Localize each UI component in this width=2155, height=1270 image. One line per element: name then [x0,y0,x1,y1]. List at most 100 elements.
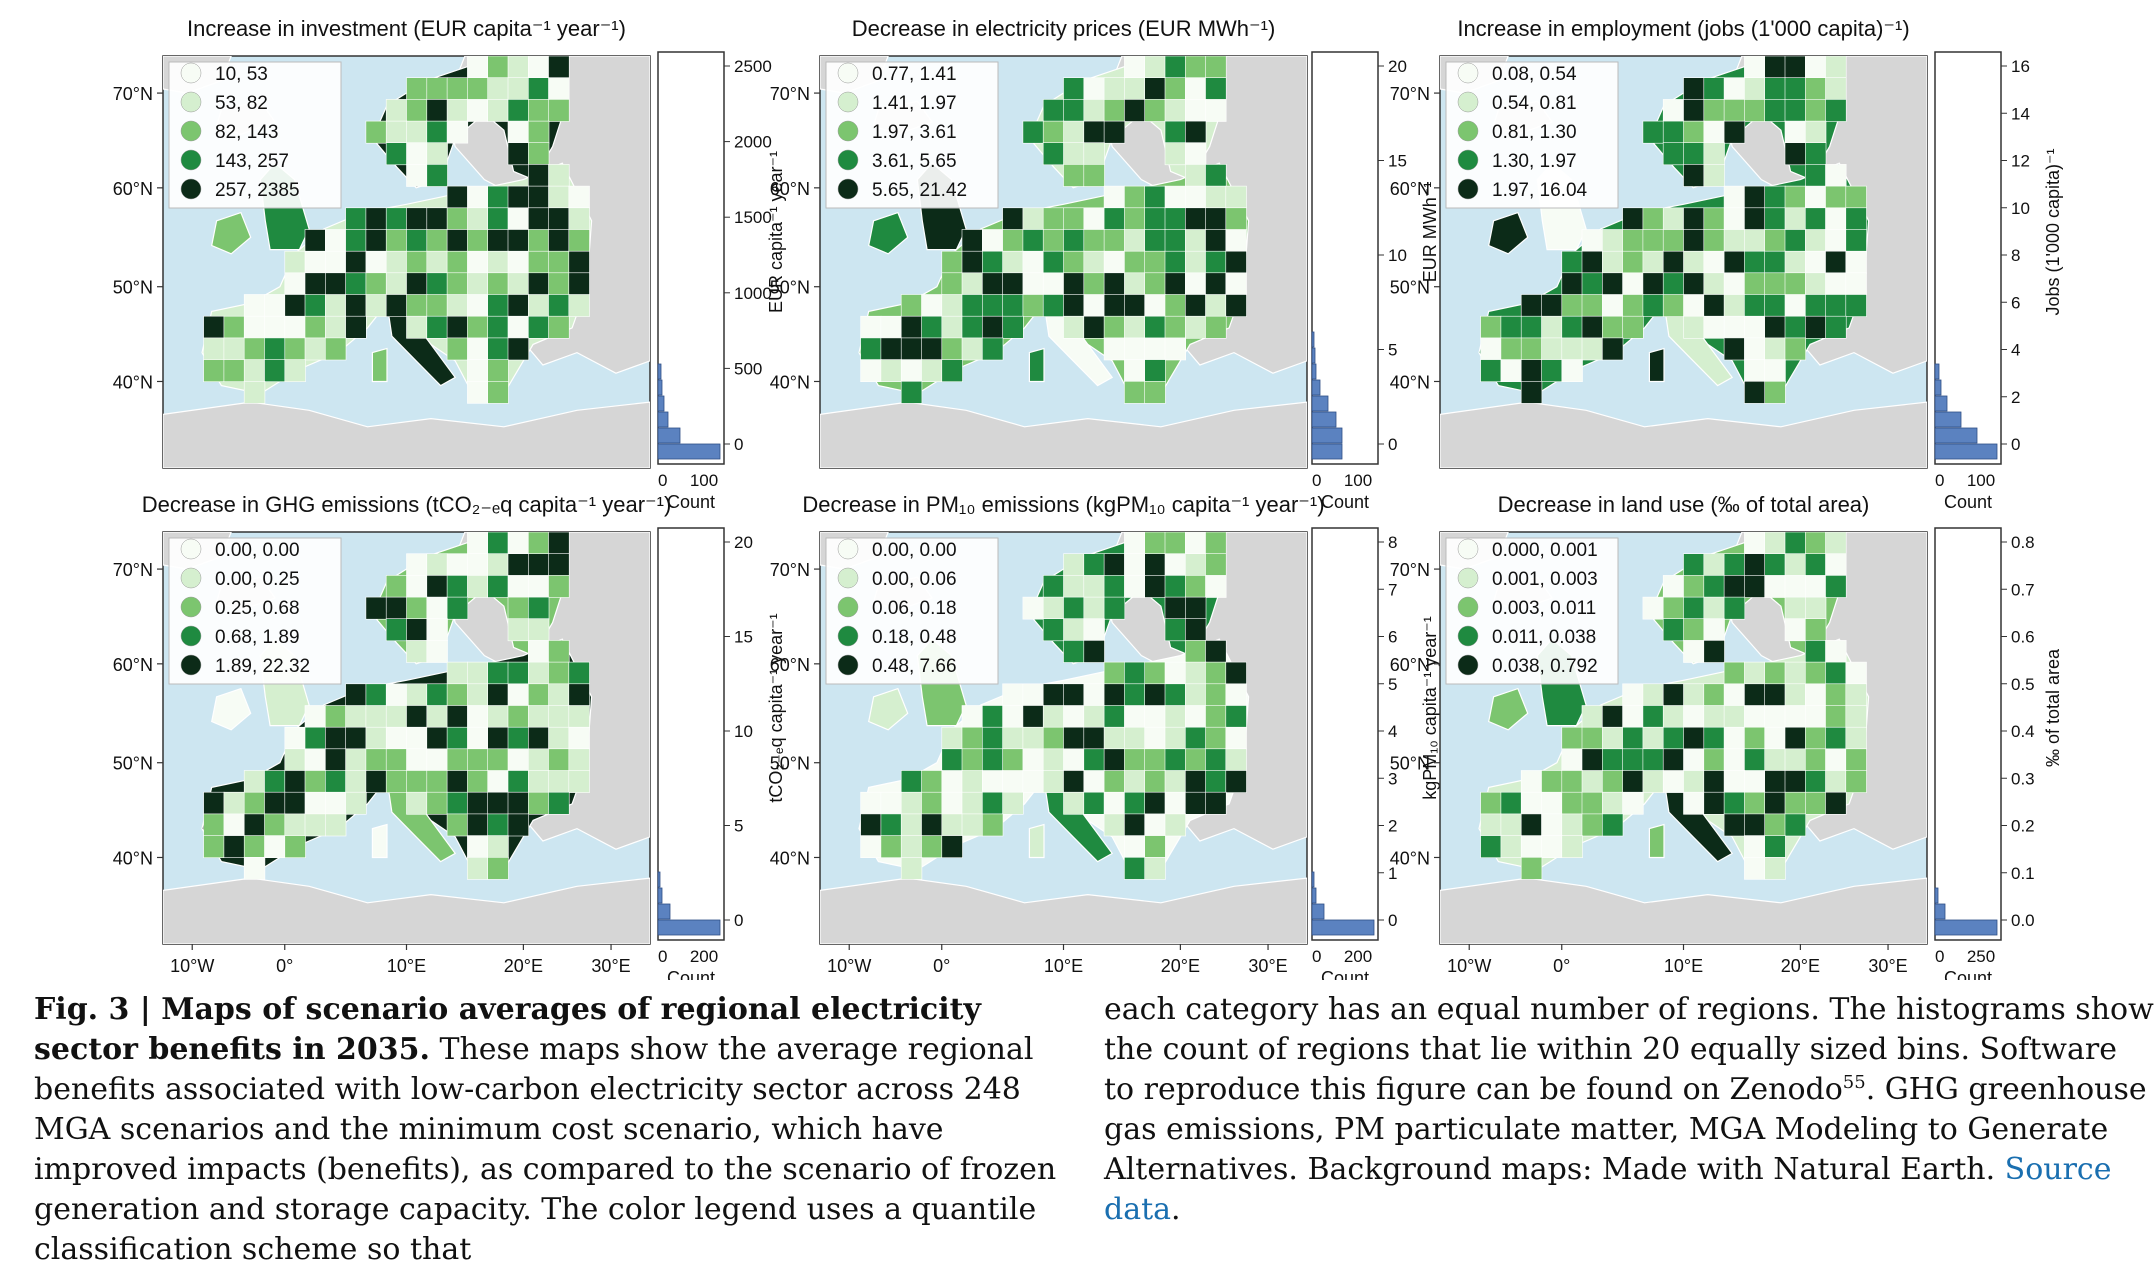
region-patch [243,856,266,880]
region-sardinia [371,347,388,383]
region-patch [941,315,963,339]
region-patch [1683,596,1705,620]
region-patch [860,835,882,858]
region-patch [406,164,428,187]
region-patch [1723,337,1746,361]
hist-tick-label: 10 [1388,246,1407,265]
region-patch [446,575,469,598]
region-patch [1825,315,1847,339]
region-patch [1744,791,1766,815]
region-patch [304,791,327,815]
region-patch [900,770,923,793]
region-patch [548,640,570,663]
region-patch [406,77,428,101]
region-patch [1144,185,1166,209]
region-patch [406,272,428,296]
region-patch [1723,661,1746,685]
region-patch [1581,748,1604,772]
region-patch [1764,683,1786,707]
region-patch [981,770,1004,793]
hist-tick-label: 5 [734,817,743,836]
lat-tick-label: 70°N [770,560,810,580]
legend-label: 5.65, 21.42 [872,180,967,201]
region-patch [426,553,448,577]
region-patch [1144,856,1166,880]
region-patch [304,315,327,339]
region-patch [548,164,570,187]
region-patch [1662,596,1685,620]
caption-text-left: These maps show the average regional ben… [34,1032,1057,1267]
region-patch [1083,770,1105,793]
region-patch [1022,250,1044,274]
legend-label: 0.011, 0.038 [1492,627,1596,648]
region-patch [941,250,963,274]
region-patch [304,337,327,361]
region-patch [1480,835,1502,858]
region-patch [1764,661,1786,685]
region-patch [1662,142,1685,166]
region-patch [1825,164,1847,187]
region-patch [507,315,530,339]
region-patch [1225,185,1247,209]
count-tick-label: 100 [690,471,718,490]
region-patch [507,207,530,231]
region-patch [1662,575,1685,598]
region-patch [961,294,984,317]
region-patch [1541,294,1563,317]
region-ireland [211,211,252,255]
region-patch [426,791,448,815]
region-patch [527,120,550,144]
region-patch [1703,99,1725,122]
region-patch [1602,250,1624,274]
legend-swatch [180,120,202,142]
histogram-frame [1934,527,2002,941]
region-patch [1764,294,1786,317]
region-patch [961,748,984,772]
region-patch [243,791,266,815]
region-patch [487,683,509,707]
hist-tick-label: 5 [1388,675,1397,694]
region-patch [1103,575,1126,598]
region-patch [1185,229,1207,252]
region-patch [527,596,550,620]
region-patch [507,294,530,317]
africa-land [820,877,1307,944]
region-patch [1103,337,1126,361]
region-patch [1703,683,1725,707]
region-patch [467,56,489,79]
region-patch [1042,272,1065,296]
lat-tick-label: 70°N [113,84,153,104]
region-patch [1205,726,1227,750]
histogram-frame [657,51,725,465]
region-patch [345,791,367,815]
region-patch [1520,294,1543,317]
hist-tick-label: 4 [1388,722,1397,741]
region-patch [1164,56,1187,79]
hist-tick-label: 0.5 [2011,675,2035,694]
region-patch [1185,596,1207,620]
region-patch [1845,207,1867,231]
legend-label: 10, 53 [215,64,268,85]
region-patch [1164,185,1187,209]
region-patch [548,575,570,598]
region-patch [1845,726,1867,750]
region-patch [1683,272,1705,296]
region-patch [1805,120,1827,144]
region-patch [1144,683,1166,707]
region-patch [1662,229,1685,252]
region-patch [1144,791,1166,815]
region-patch [406,120,428,144]
region-patch [1083,142,1105,166]
region-patch [1764,272,1786,296]
region-patch [1642,596,1664,620]
region-patch [548,726,570,750]
hist-tick-label: 14 [2011,104,2030,123]
region-patch [1683,618,1705,642]
region-patch [1825,726,1847,750]
region-patch [921,791,943,815]
legend-label: 0.06, 0.18 [872,598,957,619]
region-patch [507,705,530,728]
region-patch [1764,56,1786,79]
region-patch [1185,748,1207,772]
region-patch [1662,120,1685,144]
